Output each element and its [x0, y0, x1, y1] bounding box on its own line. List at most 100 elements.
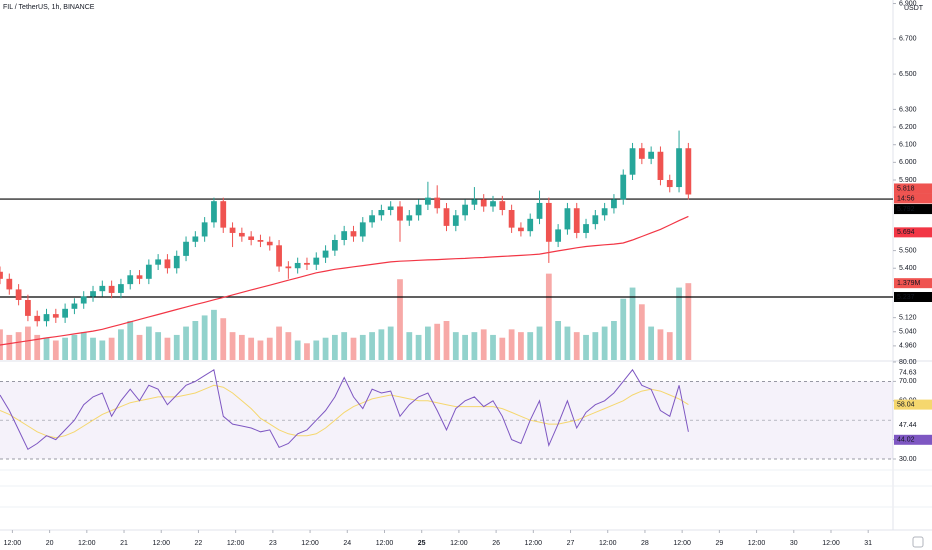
ma-label: 5.694 [897, 229, 915, 236]
volume-bar [583, 334, 589, 360]
level-label-bg [894, 292, 932, 302]
candle-body [266, 241, 273, 246]
volume-bar [192, 321, 199, 360]
volume-bar [238, 334, 245, 360]
settings-icon[interactable] [912, 536, 924, 548]
volume-bar [406, 332, 413, 360]
candle-body [406, 215, 413, 221]
candle-body [415, 204, 422, 216]
volume-bar [71, 334, 78, 360]
currency: USDT [904, 5, 924, 12]
level-label: 5.792 [897, 206, 915, 213]
last-price: 5.818 [897, 185, 915, 192]
y-tick-label: 6.000 [899, 159, 917, 166]
candle-body [573, 208, 580, 233]
y-tick-label: 6.900 [899, 0, 917, 7]
candle-body [648, 151, 655, 159]
candle-body [564, 208, 571, 230]
x-tick-label: 28 [641, 540, 649, 547]
volume-bar [25, 326, 31, 360]
countdown: 14:56 [897, 195, 915, 202]
candle-body [108, 285, 115, 293]
y-tick-label: 6.100 [899, 142, 917, 149]
candle-body [62, 308, 68, 318]
candle-body [322, 250, 329, 258]
candle-body [676, 148, 682, 188]
x-tick-label: 12:00 [450, 540, 468, 547]
y-tick-label: 6.200 [899, 124, 917, 131]
x-tick-label: 25 [418, 540, 426, 547]
candle-body [499, 201, 506, 210]
x-tick-label: 12:00 [599, 540, 617, 547]
candle-body [601, 208, 608, 216]
candle-body [155, 259, 162, 265]
candle-body [508, 210, 515, 228]
candle-body [238, 232, 245, 237]
volume-bar [657, 329, 664, 360]
x-tick-label: 12:00 [822, 540, 840, 547]
candle-body [350, 231, 357, 237]
x-tick-label: 23 [269, 540, 277, 547]
rsi-label-bg [894, 434, 932, 445]
volume-bar [685, 283, 692, 360]
volume-bar [425, 326, 431, 360]
candle-body [685, 148, 692, 195]
volume-bar [90, 337, 96, 360]
x-tick-label: 12:00 [673, 540, 691, 547]
x-tick-label: 12:00 [376, 540, 394, 547]
candle-body [118, 284, 124, 293]
y-tick-label: 5.400 [899, 265, 917, 272]
level-label-bg [894, 204, 932, 215]
candle-body [387, 206, 394, 210]
volume-bar [601, 326, 608, 360]
y-tick-label: 5.500 [899, 247, 917, 254]
candle-body [15, 289, 22, 300]
candle-body [183, 241, 189, 256]
volume-bar [211, 309, 217, 360]
volume-bar [480, 329, 487, 360]
candle-body [620, 174, 627, 200]
volume-bar [387, 326, 394, 360]
rsi-tick-label: 30.00 [899, 456, 917, 463]
candle-body [397, 206, 403, 221]
candle-body [657, 151, 664, 180]
x-tick-label: 31 [864, 540, 872, 547]
volume-bar [276, 326, 282, 360]
candle-body [0, 271, 3, 279]
rsi-band-value: 74.63 [899, 369, 917, 376]
volume-bar [555, 321, 562, 360]
rsi-line [0, 368, 689, 451]
candle-body [313, 257, 320, 265]
volume-bar [322, 337, 329, 360]
candle-body [425, 197, 431, 205]
volume-bar [638, 304, 645, 360]
y-tick-label: 6.500 [899, 71, 917, 78]
volume-bar [118, 329, 124, 360]
x-tick-label: 12:00 [525, 540, 543, 547]
candle-body [536, 202, 543, 219]
level-label: 5.237 [897, 294, 915, 301]
candle-body [471, 199, 478, 205]
candle-body [443, 208, 450, 226]
volume-label: 1.379M [897, 280, 921, 287]
volume-bar [266, 337, 273, 360]
volume-bar [452, 332, 459, 360]
volume-bar [462, 334, 468, 360]
x-tick-label: 26 [492, 540, 500, 547]
volume-bar [173, 334, 180, 360]
volume-bar [62, 337, 68, 360]
candle-body [71, 303, 78, 309]
candle-body [638, 148, 645, 159]
volume-bar [508, 329, 515, 360]
volume-bar [220, 318, 227, 360]
candle-body [331, 240, 338, 251]
volume-bar [285, 332, 292, 360]
countdown-bg [894, 193, 932, 204]
candle-body [341, 231, 348, 240]
candle-body [229, 227, 236, 233]
candle-body [136, 275, 143, 279]
volume-bar [201, 315, 208, 360]
volume-bar [350, 337, 357, 360]
volume-bar [536, 326, 543, 360]
x-tick-label: 29 [715, 540, 723, 547]
